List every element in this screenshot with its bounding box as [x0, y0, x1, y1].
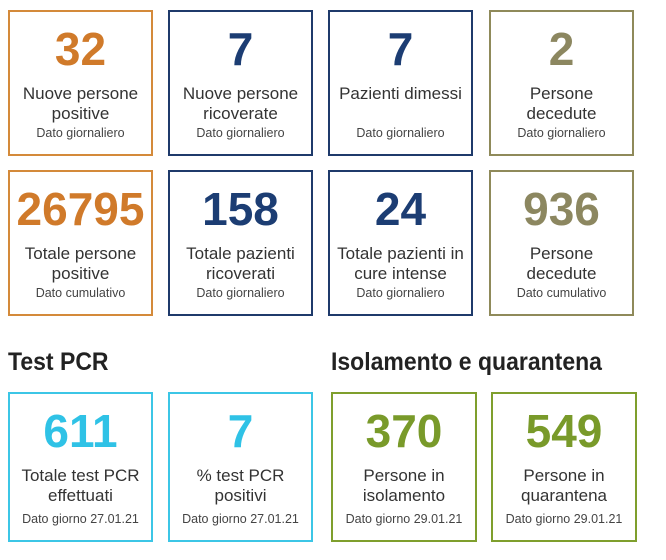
stat-note: Dato giorno 29.01.21: [505, 512, 623, 526]
stat-note: Dato giornaliero: [356, 126, 445, 140]
stat-value: 2: [548, 23, 575, 75]
stat-note: Dato giornaliero: [36, 126, 125, 140]
stat-value: 7: [227, 23, 254, 75]
stat-value: 611: [43, 405, 118, 457]
stat-label: Totale pazienti in cure intense: [337, 244, 464, 283]
stat-note: Dato giornaliero: [356, 286, 445, 300]
stat-value: 7: [227, 405, 254, 457]
section-title-pcr: Test PCR: [8, 348, 109, 376]
stat-value: 26795: [16, 183, 145, 235]
stat-label: Nuove persone positive: [22, 84, 139, 123]
stat-note: Dato cumulativo: [516, 286, 607, 300]
stat-note: Dato giorno 27.01.21: [22, 512, 139, 526]
stat-value: 158: [202, 183, 279, 235]
stat-label: Totale persone positive: [24, 244, 137, 283]
card-isolation: 370 Persone in isolamento Dato giorno 29…: [331, 392, 477, 542]
stat-label: Totale test PCR effettuati: [21, 466, 140, 505]
stat-label: Pazienti dimessi: [339, 84, 462, 103]
stat-label: Persone decedute: [526, 244, 597, 283]
stat-value: 32: [54, 23, 107, 75]
stat-value: 24: [374, 183, 427, 235]
stat-note: Dato giornaliero: [196, 126, 285, 140]
stat-label: Persone in isolamento: [362, 466, 446, 505]
stat-label: Persone in quarantena: [520, 466, 608, 505]
card-new-hospitalized: 7 Nuove persone ricoverate Dato giornali…: [168, 10, 313, 156]
card-deaths-daily: 2 Persone decedute Dato giornaliero: [489, 10, 634, 156]
stat-value: 549: [525, 405, 603, 457]
card-pcr-total: 611 Totale test PCR effettuati Dato gior…: [8, 392, 153, 542]
card-total-positive: 26795 Totale persone positive Dato cumul…: [8, 170, 153, 316]
card-total-intensive-care: 24 Totale pazienti in cure intense Dato …: [328, 170, 473, 316]
section-title-isolation: Isolamento e quarantena: [331, 348, 602, 376]
card-pcr-positive-percent: 7 % test PCR positivi Dato giorno 27.01.…: [168, 392, 313, 542]
card-discharged: 7 Pazienti dimessi Dato giornaliero: [328, 10, 473, 156]
stat-note: Dato giorno 27.01.21: [182, 512, 299, 526]
stat-label: % test PCR positivi: [196, 466, 285, 505]
stat-note: Dato giorno 29.01.21: [345, 512, 463, 526]
card-new-positive: 32 Nuove persone positive Dato giornalie…: [8, 10, 153, 156]
card-deaths-total: 936 Persone decedute Dato cumulativo: [489, 170, 634, 316]
stat-label: Totale pazienti ricoverati: [186, 244, 295, 283]
stat-value: 7: [387, 23, 414, 75]
stat-note: Dato cumulativo: [35, 286, 126, 300]
card-quarantine: 549 Persone in quarantena Dato giorno 29…: [491, 392, 637, 542]
card-total-hospitalized: 158 Totale pazienti ricoverati Dato gior…: [168, 170, 313, 316]
stat-label: Nuove persone ricoverate: [182, 84, 299, 123]
stat-value: 370: [365, 405, 443, 457]
stat-label: Persone decedute: [526, 84, 597, 123]
stat-value: 936: [523, 183, 600, 235]
stat-note: Dato giornaliero: [196, 286, 285, 300]
stat-note: Dato giornaliero: [517, 126, 606, 140]
